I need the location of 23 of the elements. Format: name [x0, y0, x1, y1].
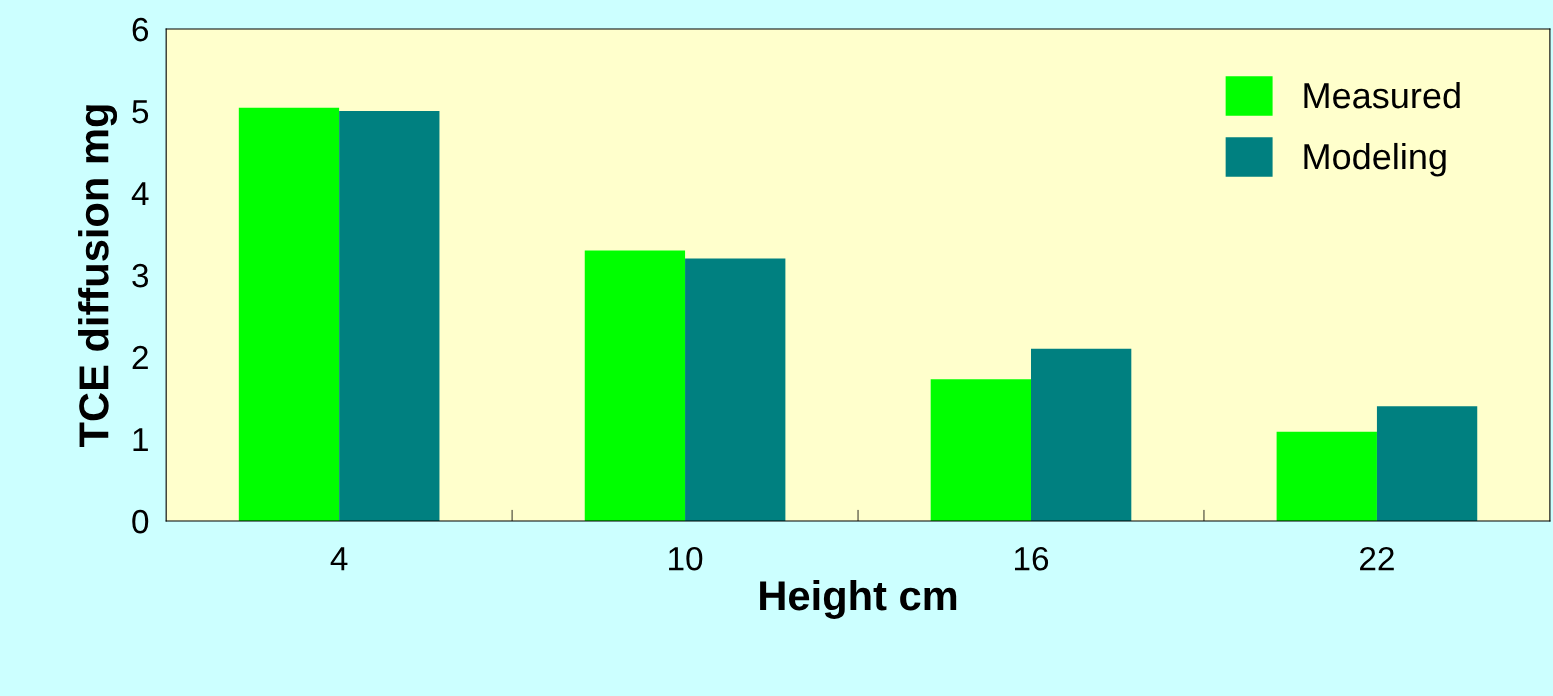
- legend-label: Modeling: [1304, 142, 1446, 177]
- bar: [238, 107, 340, 522]
- y-tick-label: 2: [132, 345, 148, 370]
- bar: [930, 379, 1031, 522]
- x-axis-title: Height cm: [760, 579, 957, 619]
- bar: [685, 258, 786, 522]
- bar: [1276, 431, 1377, 522]
- bar: [584, 250, 686, 522]
- x-tick-label: 16: [1015, 546, 1049, 571]
- legend-label: Measured: [1304, 81, 1460, 109]
- x-tick-label: 22: [1360, 546, 1394, 571]
- bar: [1031, 348, 1132, 522]
- bar: [1376, 406, 1478, 522]
- y-tick-label: 3: [132, 263, 149, 288]
- y-tick-label: 5: [132, 100, 149, 124]
- y-tick-label: 0: [132, 509, 149, 534]
- bar: [339, 111, 440, 522]
- y-axis-title: TCE diffusion mg: [78, 105, 118, 447]
- y-tick-label: 4: [131, 182, 149, 206]
- x-tick-label: 10: [669, 546, 703, 571]
- y-tick-label: 6: [132, 17, 149, 42]
- x-tick-label: 4: [330, 547, 348, 571]
- y-tick-label: 1: [133, 428, 148, 452]
